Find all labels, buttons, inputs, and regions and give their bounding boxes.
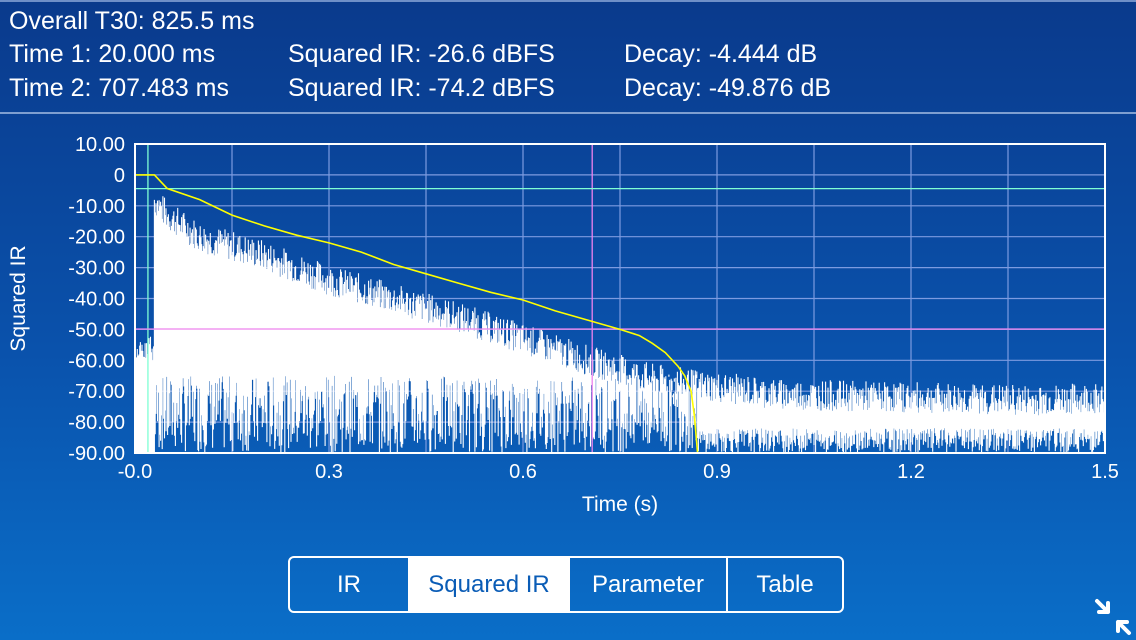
y-tick-label: -60.00 xyxy=(68,350,125,372)
x-tick-label: 0.6 xyxy=(509,461,537,483)
time1-value: Time 1: 20.000 ms xyxy=(9,40,216,68)
y-axis-label: Squared IR xyxy=(7,245,30,351)
x-tick-label: 1.5 xyxy=(1091,461,1119,483)
tab-squared-ir[interactable]: Squared IR xyxy=(408,558,568,611)
tab-ir[interactable]: IR xyxy=(337,570,361,598)
squared-ir-trace xyxy=(134,196,1105,453)
y-tick-label: -80.00 xyxy=(68,412,125,434)
y-tick-label: -10.00 xyxy=(68,196,125,218)
y-tick-label: -20.00 xyxy=(68,227,125,249)
squared-ir2-value: Squared IR: -74.2 dBFS xyxy=(288,74,555,102)
y-tick-label: 0 xyxy=(114,165,125,187)
x-tick-label: 1.2 xyxy=(897,461,925,483)
squared-ir1-value: Squared IR: -26.6 dBFS xyxy=(288,40,555,68)
collapse-arrows-icon[interactable] xyxy=(1094,598,1132,636)
x-tick-label: -0.0 xyxy=(118,461,152,483)
decay-curve xyxy=(135,174,699,454)
header-divider xyxy=(0,112,1136,114)
time2-value: Time 2: 707.483 ms xyxy=(9,74,230,102)
tab-table[interactable]: Table xyxy=(726,558,842,611)
y-tick-label: -90.00 xyxy=(68,443,125,465)
y-tick-label: 10.00 xyxy=(75,134,125,156)
tab-parameter[interactable]: Parameter xyxy=(568,558,726,611)
overall-t30: Overall T30: 825.5 ms xyxy=(9,7,255,35)
decay1-value: Decay: -4.444 dB xyxy=(624,40,818,68)
top-border xyxy=(0,0,1136,2)
measurement-readout: Overall T30: 825.5 ms Time 1: 20.000 ms … xyxy=(0,0,1136,112)
y-tick-label: -30.00 xyxy=(68,258,125,280)
decay2-value: Decay: -49.876 dB xyxy=(624,74,832,102)
plot-frame xyxy=(134,143,1106,454)
y-tick-label: -50.00 xyxy=(68,319,125,341)
y-tick-label: -70.00 xyxy=(68,381,125,403)
squared-ir-chart[interactable]: 10.00 0 -10.00 -20.00 -30.00 -40.00 -50.00 -60.… xyxy=(0,114,1136,534)
x-tick-label: 0.3 xyxy=(315,461,343,483)
x-axis-label: Time (s) xyxy=(582,493,658,516)
y-tick-label: -40.00 xyxy=(68,289,125,311)
x-tick-label: 0.9 xyxy=(703,461,731,483)
view-tabs: IR Squared IR Parameter Table xyxy=(288,556,844,613)
